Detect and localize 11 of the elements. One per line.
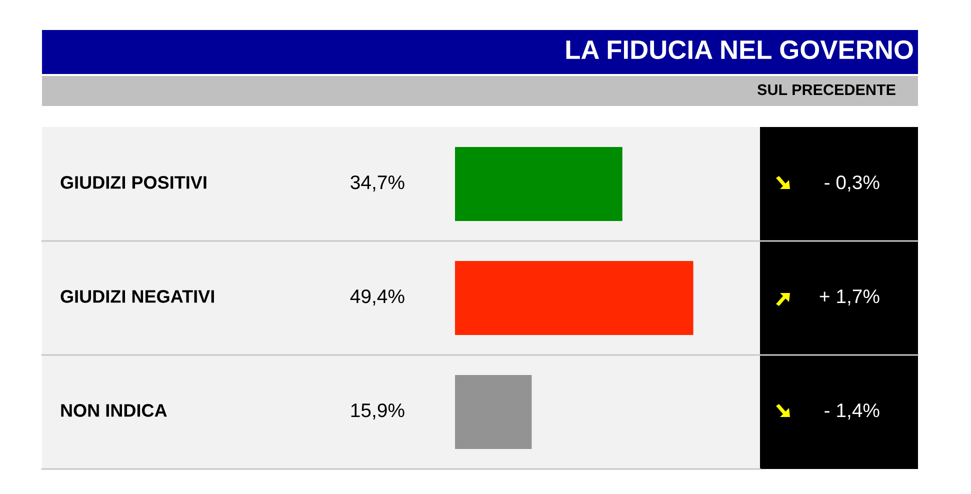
text: - 0,3% xyxy=(824,175,880,192)
text: - 1,4% xyxy=(824,404,880,420)
y-tick-label: NON INDICA xyxy=(61,404,167,417)
data-label: 15,9% xyxy=(351,403,404,420)
y-tick-label: GIUDIZI NEGATIVI xyxy=(60,290,214,303)
chart-title: LA FIDUCIA NEL GOVERNO xyxy=(566,40,913,60)
text: SUL PRECEDENTE xyxy=(757,84,896,96)
y-tick-label: GIUDIZI POSITIVI xyxy=(60,176,206,189)
data-label: 34,7% xyxy=(350,175,404,192)
data-label: 49,4% xyxy=(350,289,404,306)
text: + 1,7% xyxy=(820,290,880,306)
